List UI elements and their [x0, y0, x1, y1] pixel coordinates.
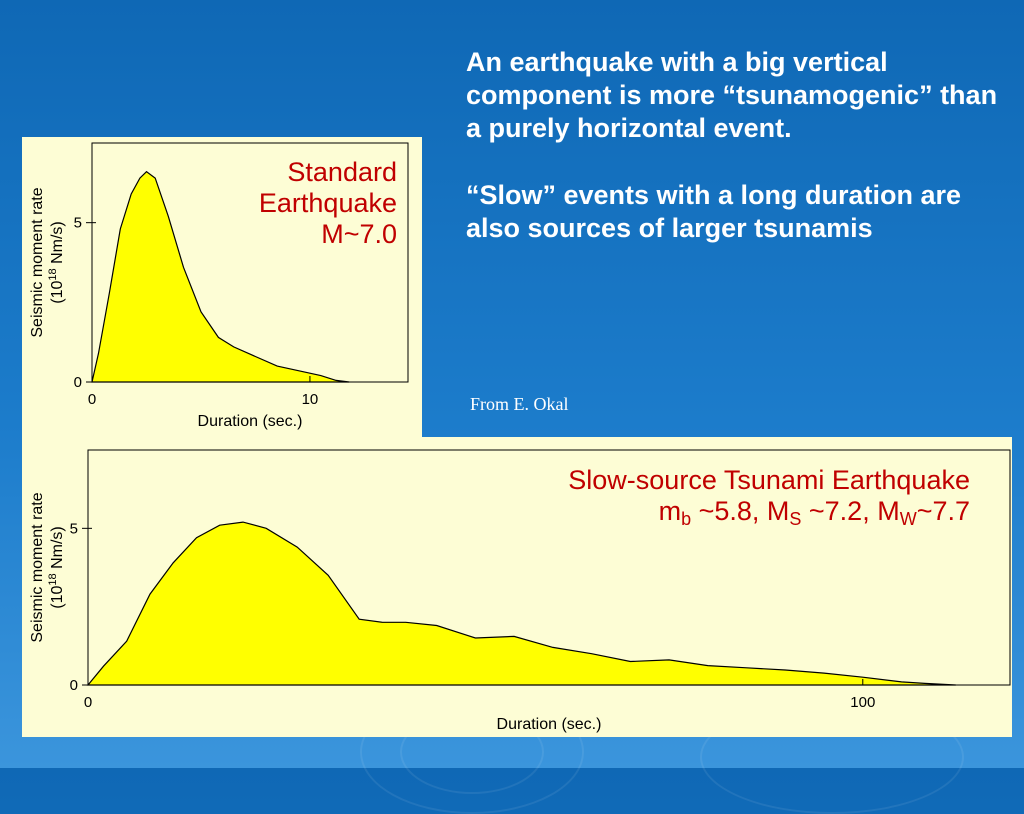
annotation-line: Earthquake: [258, 188, 397, 218]
mb-value: ~5.8, M: [691, 496, 790, 526]
y-axis-label-pre: (10: [49, 281, 66, 304]
y-tick-label: 5: [74, 215, 82, 232]
y-axis-label-pre: (10: [49, 586, 66, 609]
standard-earthquake-chart: 0 10 0 5 Duration (sec.) Seismic moment rate(…: [22, 137, 422, 437]
annotation-line: M~7.0: [321, 219, 397, 249]
x-tick-label: 100: [850, 694, 875, 711]
ms-value: ~7.2, M: [801, 496, 900, 526]
slide-text: An earthquake with a big vertical compon…: [466, 46, 1006, 279]
y-axis-label: Seismic moment rate (1018 Nm/s): [29, 187, 66, 337]
bullet-vertical-component: An earthquake with a big vertical compon…: [466, 47, 998, 143]
x-tick-label: 0: [88, 391, 96, 408]
bullet-slow-events: “Slow” events with a long duration are a…: [466, 180, 962, 243]
y-axis-label: Seismic moment rate (1018 Nm/s): [29, 492, 66, 642]
y-tick-label: 0: [74, 374, 82, 391]
y-axis-label-post: Nm/s): [49, 526, 66, 573]
y-axis-label-line2: (1018 Nm/s): [47, 526, 66, 608]
annotation-line: Standard: [287, 157, 397, 187]
mw-sub: W: [899, 509, 917, 529]
annotation-line: Slow-source Tsunami Earthquake: [568, 465, 970, 495]
y-tick-label: 0: [70, 677, 78, 694]
standard-earthquake-plot: 0 10 0 5 Duration (sec.) Seismic moment rate(…: [29, 142, 409, 430]
x-tick-label: 10: [302, 391, 319, 408]
slow-tsunami-earthquake-label: Slow-source Tsunami Earthquake mb ~5.8, …: [568, 465, 970, 529]
mb-sub: b: [681, 509, 692, 529]
y-axis-label-sup: 18: [47, 573, 59, 585]
magnitude-line: mb ~5.8, MS ~7.2, MW~7.7: [568, 496, 970, 529]
moment-rate-area: [91, 170, 350, 383]
y-axis-label-sup: 18: [47, 268, 59, 280]
y-axis-label-line1: Seismic moment rate: [29, 187, 46, 337]
y-axis-label-line2: (1018 Nm/s): [47, 221, 66, 303]
mb-base: m: [658, 496, 682, 526]
y-axis-label-line1: Seismic moment rate: [29, 492, 46, 642]
mw-value: ~7.7: [916, 496, 970, 526]
slow-tsunami-earthquake-chart: 0 100 0 5 Duration (sec.) Seismic moment rate…: [22, 437, 1012, 737]
x-axis-label: Duration (sec.): [497, 716, 602, 733]
ms-sub: S: [789, 509, 802, 529]
source-credit: From E. Okal: [470, 394, 569, 414]
y-axis-label-post: Nm/s): [49, 221, 66, 268]
y-tick-label: 5: [70, 520, 78, 537]
x-axis-label: Duration (sec.): [198, 413, 303, 430]
slow-tsunami-earthquake-plot: 0 100 0 5 Duration (sec.) Seismic moment rate…: [29, 449, 1011, 733]
moment-rate-area: [86, 521, 956, 686]
x-tick-label: 0: [84, 694, 92, 711]
standard-earthquake-label: Standard Earthquake M~7.0: [259, 157, 397, 250]
